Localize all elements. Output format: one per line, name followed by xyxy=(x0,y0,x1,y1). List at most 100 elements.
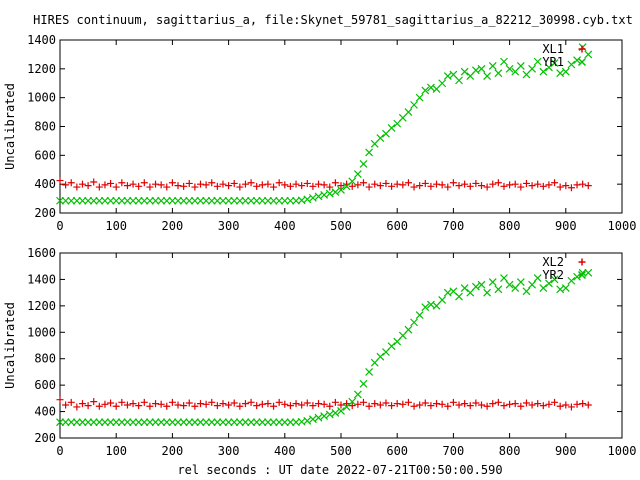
data-point xyxy=(308,193,317,202)
data-point xyxy=(67,418,76,427)
series-XL1 xyxy=(56,177,592,192)
data-point xyxy=(123,182,131,190)
data-point xyxy=(500,274,508,283)
data-point xyxy=(382,179,390,187)
data-point xyxy=(528,401,536,409)
data-point xyxy=(506,181,514,189)
data-point xyxy=(584,401,592,409)
data-point xyxy=(478,401,485,409)
data-point xyxy=(455,76,463,85)
data-point xyxy=(89,418,98,427)
data-point xyxy=(556,402,564,410)
data-point xyxy=(275,196,284,205)
data-point xyxy=(185,196,194,205)
data-point xyxy=(56,418,64,427)
data-point xyxy=(202,196,211,205)
legend-label: YR2 xyxy=(542,268,564,282)
data-point xyxy=(281,400,289,408)
data-point xyxy=(522,399,530,407)
data-point xyxy=(326,402,334,410)
data-point xyxy=(331,408,340,417)
data-point xyxy=(174,182,182,190)
data-point xyxy=(399,181,407,189)
data-point xyxy=(483,402,491,410)
data-point xyxy=(185,418,194,427)
data-point xyxy=(152,180,160,188)
data-point xyxy=(483,288,492,297)
data-point xyxy=(95,196,104,205)
data-point xyxy=(410,100,418,109)
data-point xyxy=(174,196,182,205)
data-point xyxy=(90,178,98,186)
data-point xyxy=(145,418,154,427)
series-YR2 xyxy=(56,268,593,427)
data-point xyxy=(550,59,559,67)
data-point xyxy=(208,398,216,406)
data-point xyxy=(427,182,435,190)
data-point xyxy=(573,272,581,281)
data-point xyxy=(67,196,76,205)
data-point xyxy=(517,183,525,191)
y-tick-label: 1400 xyxy=(27,272,56,286)
data-point xyxy=(208,179,216,187)
data-point xyxy=(533,274,542,283)
data-point xyxy=(489,400,497,408)
data-point xyxy=(247,196,256,205)
data-point xyxy=(84,402,92,410)
data-point xyxy=(534,400,542,408)
data-point xyxy=(371,180,379,188)
data-point xyxy=(359,379,368,388)
data-point xyxy=(410,402,418,410)
data-point xyxy=(387,342,396,351)
data-point xyxy=(174,401,182,409)
data-point xyxy=(325,189,334,198)
data-point xyxy=(494,69,503,78)
data-point xyxy=(455,292,463,301)
legend-label: YR1 xyxy=(542,55,564,69)
data-point xyxy=(443,72,452,80)
data-point xyxy=(151,196,160,205)
data-point xyxy=(393,400,401,408)
data-point xyxy=(500,182,508,190)
data-point xyxy=(129,400,137,408)
data-point xyxy=(573,56,581,65)
data-point xyxy=(337,186,345,194)
data-point xyxy=(264,180,272,188)
legend-label: XL2 xyxy=(542,255,564,269)
data-point xyxy=(134,196,143,205)
data-point xyxy=(421,303,430,312)
data-point xyxy=(84,182,92,190)
data-point xyxy=(433,180,441,188)
data-point xyxy=(247,398,255,406)
data-point xyxy=(146,183,154,191)
x-axis-label: rel seconds : UT date 2022-07-21T00:50:0… xyxy=(177,463,502,477)
data-point xyxy=(522,179,530,187)
data-point xyxy=(584,50,593,59)
data-point xyxy=(202,181,210,189)
y-tick-label: 200 xyxy=(34,431,56,445)
data-point xyxy=(129,196,137,205)
data-point xyxy=(561,284,570,292)
data-point xyxy=(556,183,564,191)
data-point xyxy=(551,179,559,187)
data-point xyxy=(129,418,137,427)
data-point xyxy=(528,280,537,289)
data-point xyxy=(365,148,374,157)
bottom-panel: 0 100 200 300 400 500 600 700 800 900 1000 200 400 60… xyxy=(3,246,636,458)
data-point xyxy=(584,268,593,277)
data-point xyxy=(280,196,289,205)
data-point xyxy=(539,284,548,292)
data-point xyxy=(95,402,103,410)
data-point xyxy=(410,183,418,191)
y-tick-label: 1200 xyxy=(27,62,56,76)
y-tick-label: 400 xyxy=(34,177,56,191)
data-point xyxy=(472,179,480,187)
data-point xyxy=(236,183,244,191)
data-point xyxy=(376,401,384,409)
series-XL2 xyxy=(56,396,592,411)
data-point xyxy=(197,180,204,188)
data-point xyxy=(275,179,283,187)
data-point xyxy=(286,402,294,410)
data-point xyxy=(247,179,255,187)
